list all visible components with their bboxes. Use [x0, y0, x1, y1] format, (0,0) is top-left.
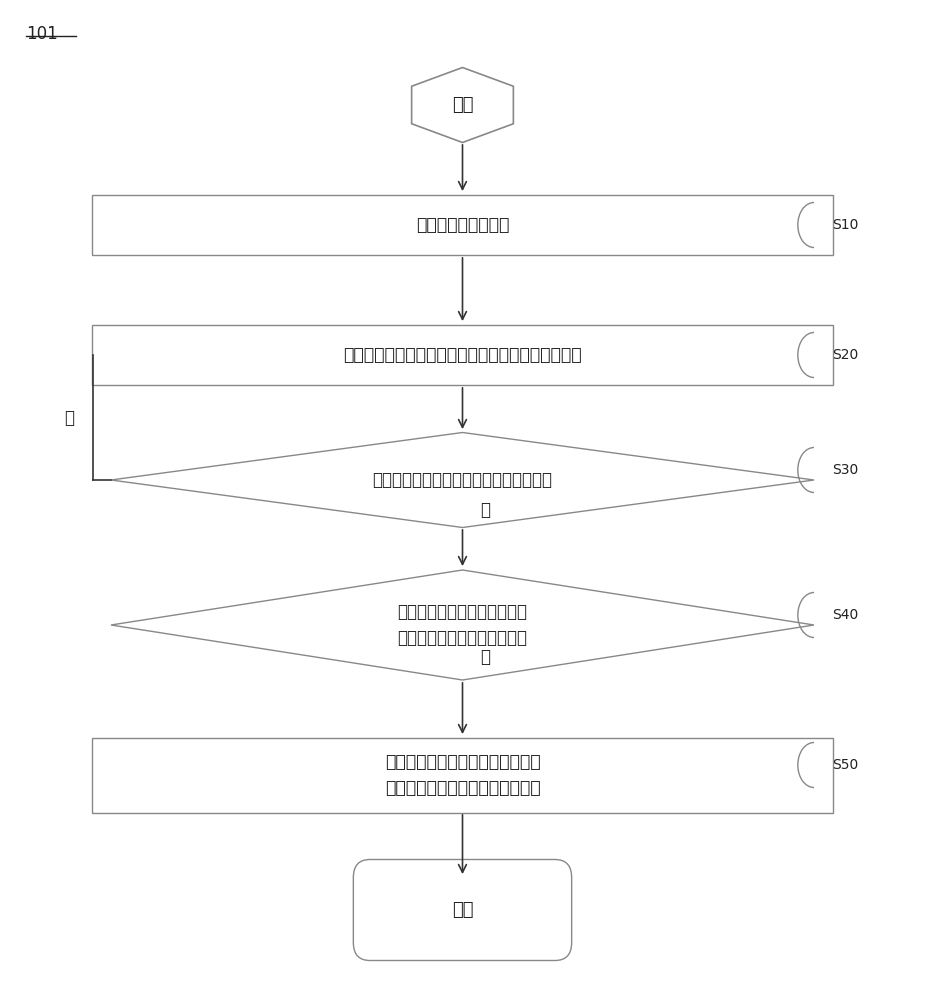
Polygon shape [111, 432, 814, 527]
Text: 结束: 结束 [451, 901, 474, 919]
Text: 是: 是 [481, 648, 490, 666]
Bar [92, 325, 832, 385]
Text: S30: S30 [832, 463, 858, 477]
Bar [92, 195, 832, 255]
Text: 判断所述空闲车位数量是否大于预定阈值: 判断所述空闲车位数量是否大于预定阈值 [373, 471, 552, 489]
Text: 获取与所述停车目的地信息匹配的停车场的车位信息: 获取与所述停车目的地信息匹配的停车场的车位信息 [343, 346, 582, 364]
FancyBboxPatch shape [353, 859, 572, 960]
Bar [92, 738, 832, 812]
Polygon shape [111, 570, 814, 680]
Text: 响应一停车请求信号: 响应一停车请求信号 [416, 216, 509, 234]
Text: 是: 是 [481, 501, 490, 519]
Text: S20: S20 [832, 348, 858, 362]
Text: 判断空闲车位数量大于预定阈
值的停车场是否符合预设条件: 判断空闲车位数量大于预定阈 值的停车场是否符合预设条件 [398, 603, 527, 647]
Polygon shape [412, 68, 513, 142]
Text: S50: S50 [832, 758, 858, 772]
Text: S40: S40 [832, 608, 858, 622]
Text: 101: 101 [26, 25, 57, 43]
Text: S10: S10 [832, 218, 859, 232]
Text: 开始: 开始 [451, 96, 474, 114]
Text: 反馈符合预设条件的空闲车位数量
大于预定阈值的停车场的车位信息: 反馈符合预设条件的空闲车位数量 大于预定阈值的停车场的车位信息 [385, 753, 540, 797]
Text: 否: 否 [65, 409, 74, 427]
